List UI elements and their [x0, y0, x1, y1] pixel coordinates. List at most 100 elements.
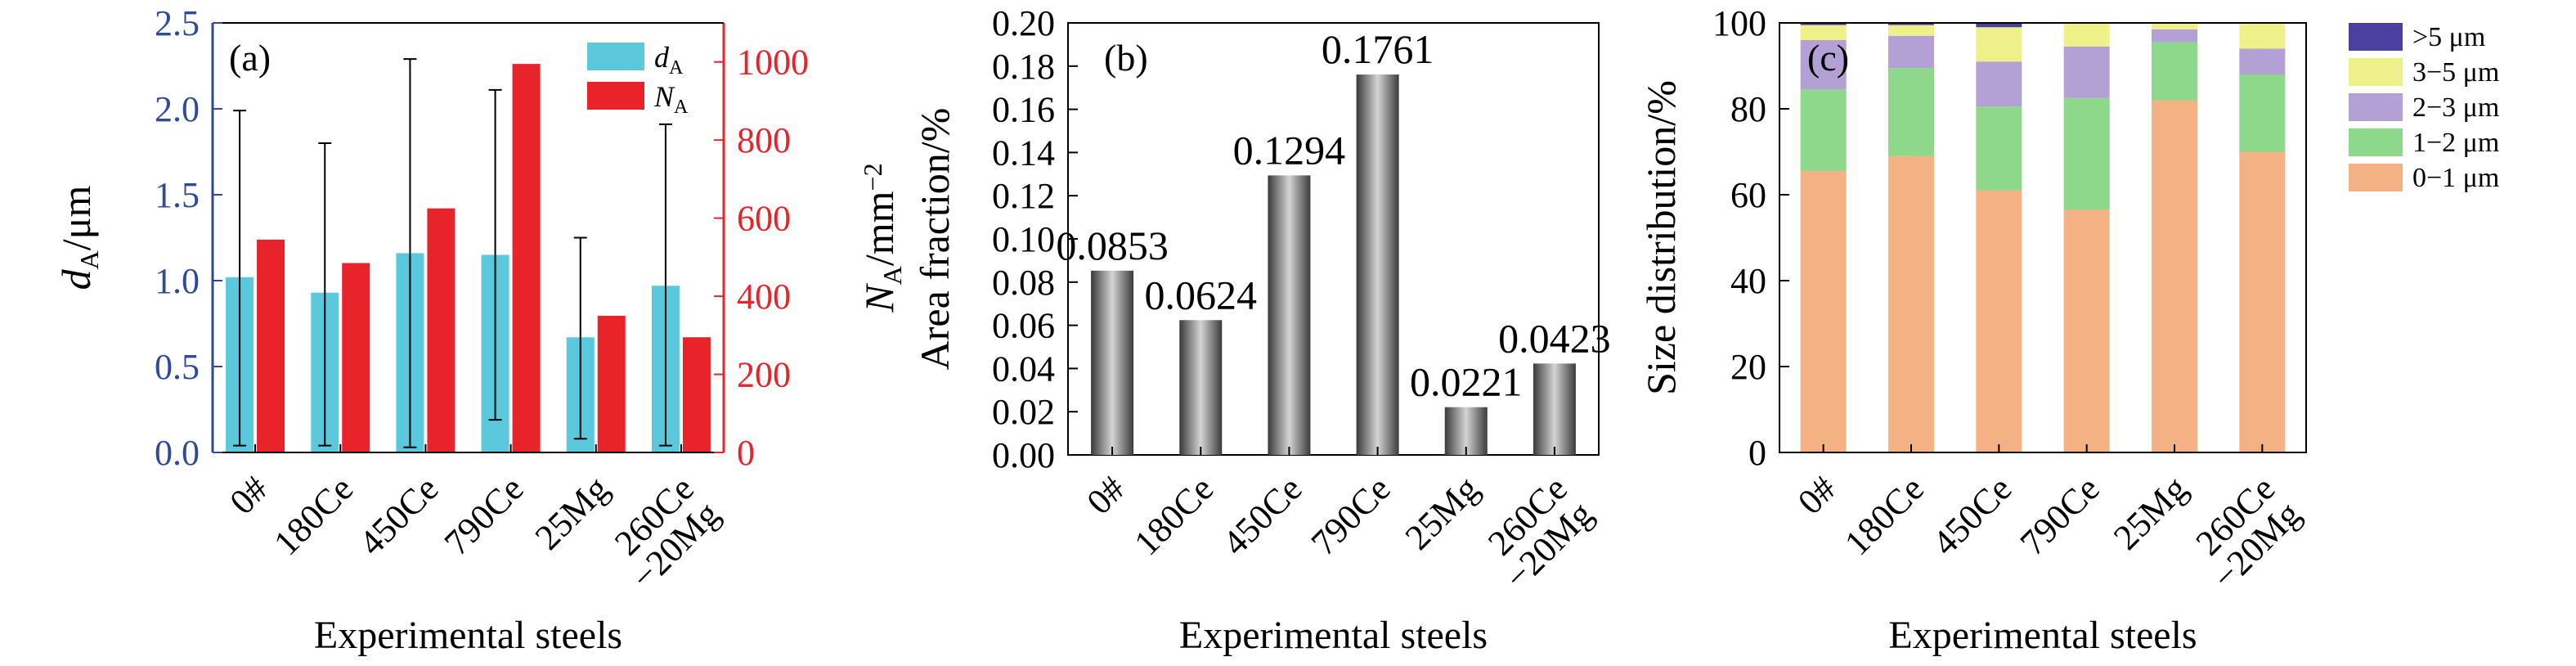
x-tick-label: 790Ce — [437, 468, 532, 563]
legend-label: 1−2 μm — [2412, 128, 2499, 158]
y-tick-label: 20 — [1730, 347, 1766, 387]
stacked-bar-segment — [2152, 100, 2197, 452]
bar-NA — [597, 315, 626, 452]
y2-tick-label: 0 — [737, 433, 755, 473]
y-tick-label: 100 — [1712, 3, 1766, 43]
legend-label: NA — [653, 80, 689, 118]
y2-axis-title: NA/mm−2 — [856, 163, 907, 313]
error-bar — [488, 88, 502, 421]
data-label: 0.1761 — [1322, 26, 1434, 72]
stacked-bar-segment — [2063, 97, 2110, 210]
y2-tick-label: 200 — [737, 355, 791, 395]
stacked-bar-segment — [1976, 190, 2022, 452]
y-tick-label: 0.02 — [992, 392, 1055, 432]
legend-swatch — [2349, 58, 2403, 86]
x-axis-title: Experimental steels — [1179, 614, 1488, 657]
stacked-bar-segment — [1888, 155, 1934, 452]
bar-area-fraction — [1268, 175, 1311, 455]
y-axis-title: dA/μm — [53, 186, 104, 290]
bar-NA — [427, 208, 456, 453]
x-tick-label: 260Ce−20Mg — [1471, 468, 1600, 597]
panel-label: (b) — [1104, 37, 1148, 79]
stacked-bar-segment — [2063, 23, 2110, 47]
y-tick-label: 0.12 — [992, 176, 1055, 216]
data-label: 0.0853 — [1056, 223, 1169, 268]
error-bar — [318, 142, 332, 447]
legend-swatch — [2349, 23, 2403, 51]
y-tick-label: 0.06 — [992, 306, 1055, 346]
y-tick-label: 80 — [1730, 89, 1766, 129]
legend-swatch — [2349, 128, 2403, 156]
legend-swatch — [2349, 93, 2403, 121]
error-bar — [233, 110, 247, 447]
y-tick-label: 0.5 — [155, 347, 200, 387]
stacked-bar-segment — [1800, 171, 1847, 452]
chart-panel-c: 0 20 40 60 80 100 0#180Ce450Ce790Ce25Mg260Ce−2… — [1638, 3, 2499, 657]
y-tick-label: 2.0 — [155, 89, 200, 129]
bar-area-fraction — [1533, 363, 1576, 455]
y-axis-title: Size distribution/% — [1638, 80, 1684, 395]
y2-tick-label: 400 — [737, 277, 791, 317]
bar-NA — [682, 337, 711, 452]
x-axis-title: Experimental steels — [314, 614, 622, 657]
chart-panel-a: 0.0 0.5 1.0 1.5 2.0 2.5 0 200 400 600 800 1000 0#180… — [53, 3, 907, 657]
legend: >5 μm 3−5 μm 2−3 μm 1−2 μm 0−1 μm — [2349, 22, 2499, 193]
plot-frame — [1779, 22, 2307, 453]
y2-tick-label: 1000 — [737, 43, 809, 83]
stacked-bar-segment — [1800, 25, 1847, 40]
y-tick-label: 60 — [1730, 175, 1766, 215]
y-tick-label: 0.10 — [992, 219, 1055, 259]
y-tick-label: 1.0 — [155, 261, 200, 301]
legend-label: 2−3 μm — [2412, 92, 2499, 123]
panel-label: (a) — [229, 37, 271, 79]
legend-label: >5 μm — [2412, 22, 2485, 52]
stacked-bar-segment — [2239, 23, 2286, 49]
x-tick-label: 0# — [1079, 468, 1133, 522]
stacked-bar-segment — [1976, 61, 2022, 107]
x-tick-label: 450Ce — [1215, 468, 1310, 563]
legend-swatch — [587, 43, 644, 70]
panel-label: (c) — [1807, 37, 1849, 79]
stacked-bar-segment — [2152, 23, 2197, 29]
stacked-bar-segment — [2239, 151, 2286, 452]
y-axis-title: Area fraction/% — [912, 108, 958, 371]
x-tick-label: 450Ce — [1925, 468, 2020, 563]
x-tick-label: 790Ce — [1304, 468, 1398, 563]
stacked-bar-segment — [1888, 35, 1934, 69]
legend-swatch — [2349, 164, 2403, 191]
x-tick-label: 180Ce — [1837, 468, 1932, 563]
bar-NA — [342, 263, 370, 452]
stacked-bar-segment — [2152, 42, 2197, 101]
legend-swatch — [587, 82, 644, 110]
y-tick-label: 0.0 — [155, 433, 200, 473]
x-tick-label: 0# — [1790, 468, 1844, 522]
x-tick-label: 180Ce — [266, 468, 361, 563]
stacked-bar-segment — [1800, 23, 1847, 25]
data-label: 0.0423 — [1498, 315, 1611, 361]
stacked-bar-segment — [1800, 89, 1847, 172]
data-label: 0.0624 — [1145, 272, 1258, 317]
y-tick-label: 1.5 — [155, 175, 200, 215]
y-tick-label: 40 — [1730, 261, 1766, 301]
x-tick-label: 260Ce−20Mg — [2179, 468, 2309, 597]
x-tick-label: 0# — [222, 468, 276, 522]
y-tick-label: 0.18 — [992, 47, 1055, 87]
y-tick-label: 0.20 — [992, 3, 1055, 43]
error-bar — [573, 236, 587, 440]
bar-area-fraction — [1356, 74, 1399, 455]
stacked-bar-segment — [1976, 23, 2022, 28]
bar-area-fraction — [1091, 270, 1134, 455]
stacked-bar-segment — [1800, 40, 1847, 90]
stacked-bar-segment — [2063, 46, 2110, 98]
y-tick-label: 0.08 — [992, 263, 1055, 303]
stacked-bar-segment — [2239, 48, 2286, 74]
stacked-bar-segment — [2063, 209, 2110, 452]
x-tick-label: 25Mg — [1398, 468, 1487, 557]
y-tick-label: 0.00 — [992, 435, 1055, 475]
y-tick-label: 2.5 — [155, 3, 200, 43]
x-tick-label: 450Ce — [352, 468, 447, 563]
y-tick-label: 0.14 — [992, 133, 1055, 173]
